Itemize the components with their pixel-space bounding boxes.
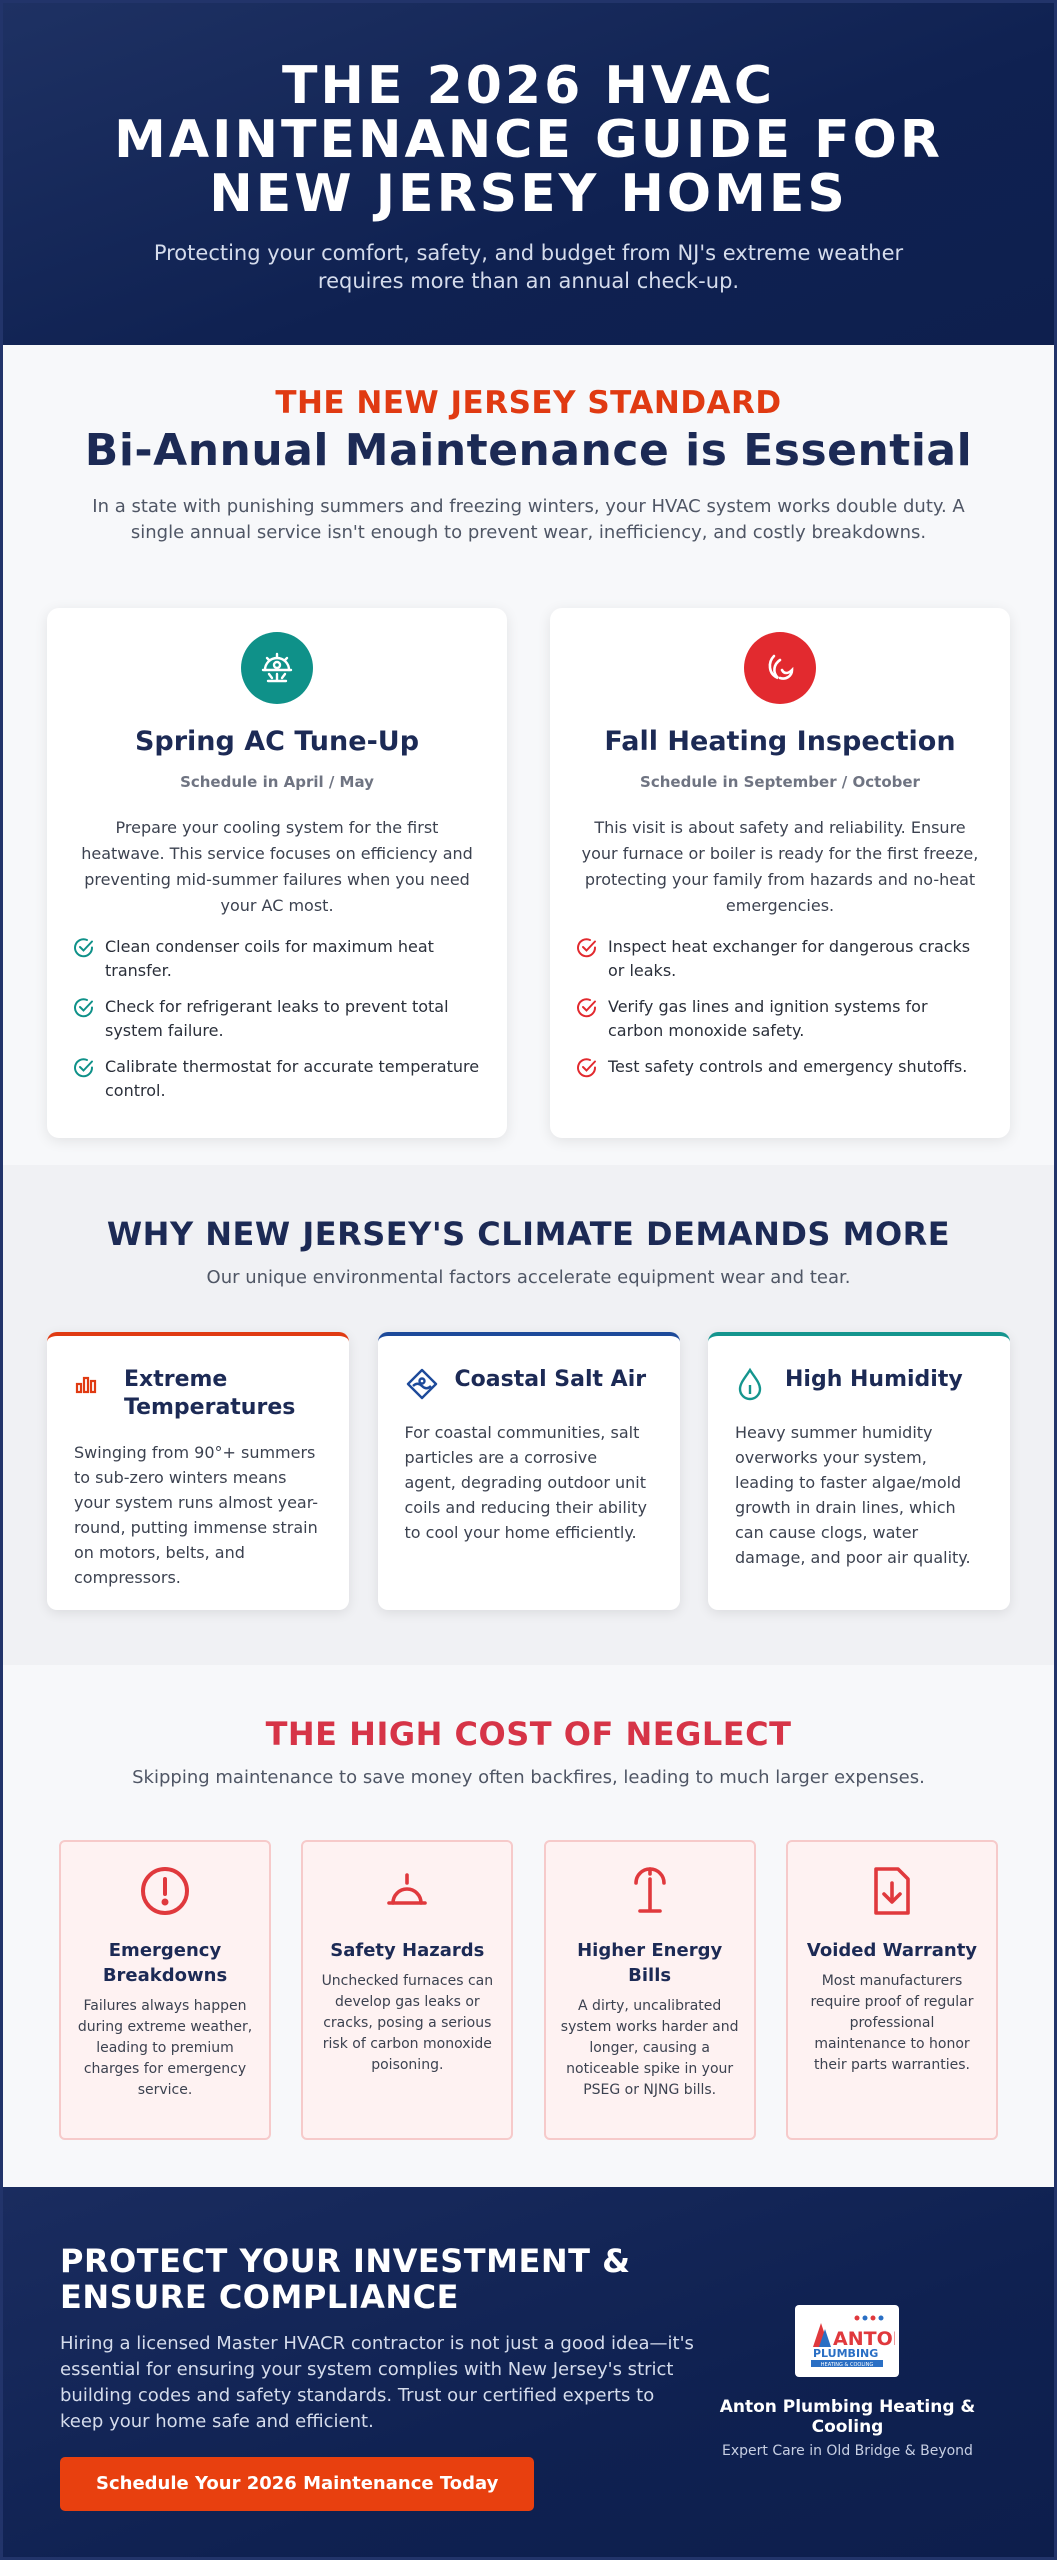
neglect-card-energy: Higher Energy Bills A dirty, uncalibrate… <box>543 1840 756 2140</box>
spring-card: Spring AC Tune-Up Schedule in April / Ma… <box>47 608 507 1138</box>
bar-chart-icon <box>74 1366 110 1402</box>
ac-unit-icon <box>241 632 313 704</box>
neglect-card-text: A dirty, uncalibrated system works harde… <box>560 1998 739 2098</box>
neglect-card-title: Voided Warranty <box>806 1940 978 1961</box>
fall-title: Fall Heating Inspection <box>604 726 956 757</box>
schedule-button[interactable]: Schedule Your 2026 Maintenance Today <box>60 2457 535 2511</box>
neglect-section: THE HIGH COST OF NEGLECT Skipping mainte… <box>3 1665 1054 2187</box>
company-block: ANTON PLUMBING HEATING & COOLING Anton P… <box>698 2243 997 2557</box>
check-circle-icon <box>577 938 597 958</box>
document-icon <box>802 1864 982 1918</box>
climate-card-title: Extreme Temperatures <box>124 1367 296 1420</box>
heat-wave-icon <box>744 632 816 704</box>
list-item: Calibrate thermostat for accurate temper… <box>73 1055 481 1103</box>
spring-schedule: Schedule in April / May <box>180 773 374 791</box>
climate-card-temperatures: Extreme Temperatures Swinging from 90°+ … <box>47 1332 349 1610</box>
neglect-card-text: Most manufacturers require proof of regu… <box>810 1973 974 2073</box>
cta-section: PROTECT YOUR INVESTMENT & ENSURE COMPLIA… <box>3 2187 1054 2557</box>
neglect-card-title: Emergency Breakdowns <box>102 1940 228 1986</box>
climate-lead: Our unique environmental factors acceler… <box>206 1267 851 1288</box>
neglect-card-text: Unchecked furnaces can develop gas leaks… <box>321 1973 494 2073</box>
check-circle-icon <box>74 998 94 1018</box>
hero-section: THE 2026 HVAC MAINTENANCE GUIDE FOR NEW … <box>3 3 1054 345</box>
check-circle-icon <box>577 998 597 1018</box>
service-cards: Spring AC Tune-Up Schedule in April / Ma… <box>3 608 1054 1138</box>
check-circle-icon <box>74 938 94 958</box>
cta-title: PROTECT YOUR INVESTMENT & ENSURE COMPLIA… <box>60 2242 631 2316</box>
check-circle-icon <box>577 1058 597 1078</box>
standard-section: THE NEW JERSEY STANDARD Bi-Annual Mainte… <box>3 345 1054 1165</box>
fall-card: Fall Heating Inspection Schedule in Sept… <box>550 608 1010 1138</box>
fall-checklist: Inspect heat exchanger for dangerous cra… <box>576 935 984 1079</box>
neglect-card-warranty: Voided Warranty Most manufacturers requi… <box>785 1840 998 2140</box>
list-item: Inspect heat exchanger for dangerous cra… <box>576 935 984 983</box>
fall-schedule: Schedule in September / October <box>640 773 920 791</box>
check-circle-icon <box>74 1058 94 1078</box>
neglect-card-breakdowns: Emergency Breakdowns Failures always hap… <box>59 1840 271 2140</box>
company-name: Anton Plumbing Heating & Cooling <box>719 2397 976 2437</box>
svg-text:ANTON: ANTON <box>833 2328 895 2350</box>
neglect-card-text: Failures always happen during extreme we… <box>77 1998 253 2098</box>
hero-subtitle: Protecting your comfort, safety, and bud… <box>153 241 904 293</box>
climate-section: WHY NEW JERSEY'S CLIMATE DEMANDS MORE Ou… <box>3 1165 1054 1665</box>
cta-text: Hiring a licensed Master HVACR contracto… <box>60 2333 694 2432</box>
alert-circle-icon <box>75 1864 255 1918</box>
standard-lead: In a state with punishing summers and fr… <box>92 496 965 543</box>
svg-text:HEATING & COOLING: HEATING & COOLING <box>821 2362 874 2368</box>
list-item: Check for refrigerant leaks to prevent t… <box>73 995 481 1043</box>
svg-text:PLUMBING: PLUMBING <box>813 2347 878 2360</box>
spring-title: Spring AC Tune-Up <box>134 726 420 757</box>
climate-card-humidity: High Humidity Heavy summer humidity over… <box>708 1332 1010 1610</box>
climate-card-title: High Humidity <box>785 1367 963 1392</box>
climate-card-text: For coastal communities, salt particles … <box>404 1423 647 1542</box>
standard-title: Bi-Annual Maintenance is Essential <box>84 425 973 476</box>
neglect-lead: Skipping maintenance to save money often… <box>132 1767 925 1788</box>
cta-content: PROTECT YOUR INVESTMENT & ENSURE COMPLIA… <box>60 2242 698 2557</box>
fire-hazard-icon <box>317 1864 497 1918</box>
energy-meter-icon <box>560 1864 740 1918</box>
neglect-card-title: Higher Energy Bills <box>577 1940 723 1986</box>
droplet-icon <box>735 1366 771 1402</box>
climate-card-text: Swinging from 90°+ summers to sub-zero w… <box>74 1443 319 1587</box>
list-item: Clean condenser coils for maximum heat t… <box>73 935 481 983</box>
spring-checklist: Clean condenser coils for maximum heat t… <box>73 935 481 1103</box>
list-item: Test safety controls and emergency shuto… <box>576 1055 984 1079</box>
climate-card-title: Coastal Salt Air <box>454 1367 647 1392</box>
list-item: Verify gas lines and ignition systems fo… <box>576 995 984 1043</box>
spring-description: Prepare your cooling system for the firs… <box>81 818 473 915</box>
company-logo: ANTON PLUMBING HEATING & COOLING <box>795 2305 900 2377</box>
page-title: THE 2026 HVAC MAINTENANCE GUIDE FOR NEW … <box>114 56 943 224</box>
climate-card-salt-air: Coastal Salt Air For coastal communities… <box>377 1332 680 1610</box>
salt-icon <box>405 1366 441 1402</box>
fall-description: This visit is about safety and reliabili… <box>581 818 979 915</box>
standard-eyebrow: THE NEW JERSEY STANDARD <box>275 385 782 421</box>
neglect-title: THE HIGH COST OF NEGLECT <box>265 1715 792 1753</box>
neglect-card-title: Safety Hazards <box>330 1940 485 1961</box>
climate-title: WHY NEW JERSEY'S CLIMATE DEMANDS MORE <box>106 1215 951 1253</box>
climate-card-text: Heavy summer humidity overworks your sys… <box>735 1423 971 1567</box>
company-tagline: Expert Care in Old Bridge & Beyond <box>722 2443 973 2459</box>
neglect-card-safety: Safety Hazards Unchecked furnaces can de… <box>301 1840 514 2140</box>
climate-cards: Extreme Temperatures Swinging from 90°+ … <box>3 1332 1054 1610</box>
neglect-cards: Emergency Breakdowns Failures always hap… <box>3 1840 1054 2140</box>
